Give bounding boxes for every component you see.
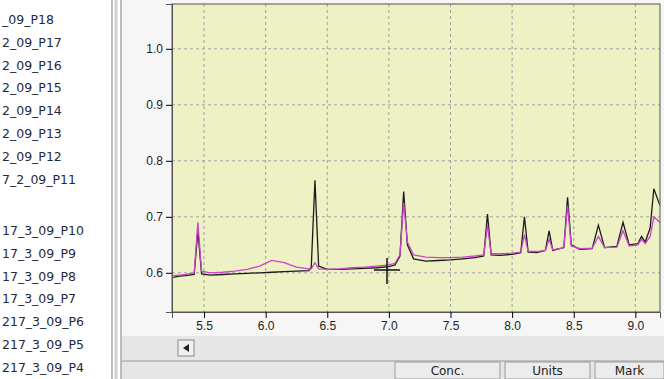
sample-item: 17_3_09_P9 (2, 246, 76, 261)
x-tick-mark (451, 312, 452, 318)
chart-root: _09_P18 2_09_P17 2_09_P16 2_09_P15 2_09_P14 2… (0, 0, 664, 379)
table-header-cell: Conc. (395, 362, 500, 379)
table-header-cell: Units (505, 362, 590, 379)
series-line (173, 203, 660, 276)
table-header-label: Units (532, 364, 563, 378)
sample-item: 217_3_09_P5 (2, 337, 84, 352)
grid-line-x (204, 4, 205, 312)
x-tick: 8.0 (504, 312, 521, 333)
sample-item: 17_3_09_P8 (2, 269, 76, 284)
chart-frame (122, 0, 664, 336)
grid-line-x (512, 4, 513, 312)
x-tick-label: 6.5 (319, 319, 336, 333)
grid-line-x (265, 4, 266, 312)
x-tick: 7.5 (443, 312, 460, 333)
table-strip (122, 336, 664, 379)
x-axis-line (173, 313, 661, 319)
sample-item: 17_3_09_P7 (2, 291, 76, 306)
y-axis: 0.6 0.7 0.8 0.9 1.0 (146, 5, 172, 313)
grid-line-y (172, 160, 660, 161)
x-tick: 5.5 (196, 312, 213, 333)
panel-border (121, 0, 122, 379)
y-tick: 0.7 (146, 210, 172, 224)
x-tick-mark (204, 312, 205, 318)
y-tick-label: 1.0 (146, 42, 163, 56)
grid-line-y (172, 216, 660, 217)
sample-item: 2_09_P14 (2, 103, 62, 118)
grid-line-x (327, 4, 328, 312)
y-tick-label: 0.8 (146, 154, 163, 168)
panel-border (115, 0, 118, 379)
sample-item: 2_09_P15 (2, 80, 62, 95)
y-tick-label: 0.7 (146, 210, 163, 224)
plot-area (172, 4, 660, 312)
y-tick-label: 0.6 (146, 266, 163, 280)
x-tick-mark (574, 312, 575, 318)
panel-border (112, 0, 113, 379)
grid-line-y (172, 48, 660, 49)
x-tick: 6.5 (319, 312, 336, 333)
y-tick-mark (166, 105, 172, 106)
x-tick: 6.0 (258, 312, 275, 333)
y-tick: 0.8 (146, 154, 172, 168)
sample-panel (0, 0, 112, 379)
y-tick-mark (166, 273, 172, 274)
sample-item: 2_09_P17 (2, 35, 62, 50)
x-tick-label: 9.0 (628, 319, 645, 333)
x-tick-mark (512, 312, 513, 318)
sample-item: 17_3_09_P10 (2, 223, 84, 238)
sample-item: 7_2_09_P11 (2, 172, 76, 187)
grid (172, 4, 660, 312)
scroll-left-button[interactable] (178, 340, 194, 356)
x-tick-mark (389, 312, 390, 318)
x-tick-mark (266, 312, 267, 318)
x-axis: 5.5 6.0 6.5 7.0 7.5 8.0 8.5 9.0 (173, 312, 661, 333)
sample-item: _09_P18 (1, 12, 54, 27)
x-tick-label: 8.0 (504, 319, 521, 333)
table-header-cell: Mark (595, 362, 664, 379)
x-tick: 7.0 (381, 312, 398, 333)
table-header-label: Conc. (431, 364, 465, 378)
x-tick-label: 7.0 (381, 319, 398, 333)
series-line (173, 180, 660, 277)
y-tick: 0.6 (146, 266, 172, 280)
x-tick-label: 5.5 (196, 319, 213, 333)
x-tick: 8.5 (566, 312, 583, 333)
x-tick: 9.0 (628, 312, 645, 333)
sample-item: 2_09_P12 (2, 149, 62, 164)
series-group (173, 180, 660, 277)
screen: _09_P18 2_09_P17 2_09_P16 2_09_P15 2_09_P14 2… (0, 0, 664, 379)
x-tick-mark (327, 312, 328, 318)
x-tick-label: 7.5 (443, 319, 460, 333)
plot-frame (172, 4, 660, 312)
y-tick-label: 0.9 (146, 98, 163, 112)
grid-line-x (635, 4, 636, 312)
sample-item: 217_3_09_P4 (2, 360, 84, 375)
grid-line-y (172, 104, 660, 105)
sample-item: 217_3_09_P6 (2, 314, 84, 329)
y-tick-mark (166, 217, 172, 218)
x-tick-label: 8.5 (566, 319, 583, 333)
x-tick-mark (635, 312, 636, 318)
y-tick: 1.0 (146, 42, 172, 56)
cursor (374, 258, 400, 284)
grid-line-x (573, 4, 574, 312)
sample-item: 2_09_P16 (2, 58, 62, 73)
table-header-label: Mark (615, 364, 645, 378)
y-tick: 0.9 (146, 98, 172, 112)
grid-line-x (388, 4, 389, 312)
x-tick-label: 6.0 (258, 319, 275, 333)
y-tick-mark (166, 161, 172, 162)
table-divider (122, 361, 664, 362)
grid-line-x (450, 4, 451, 312)
y-axis-line (166, 5, 173, 313)
y-tick-mark (166, 49, 172, 50)
sample-item: 2_09_P13 (2, 126, 62, 141)
